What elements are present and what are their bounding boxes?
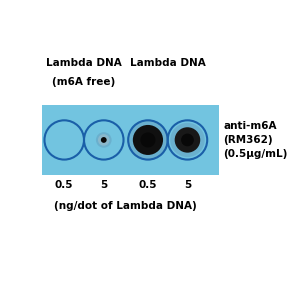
Text: 5: 5 — [100, 180, 107, 190]
Circle shape — [96, 132, 112, 148]
Text: Lambda DNA: Lambda DNA — [46, 58, 122, 68]
Bar — [42, 105, 219, 175]
Circle shape — [128, 120, 168, 160]
Text: anti-m6A
(RM362)
(0.5μg/mL): anti-m6A (RM362) (0.5μg/mL) — [224, 121, 288, 159]
Text: (m6A free): (m6A free) — [52, 77, 116, 87]
Circle shape — [170, 123, 205, 157]
Circle shape — [128, 120, 168, 160]
Text: Lambda DNA: Lambda DNA — [130, 58, 206, 68]
Circle shape — [175, 127, 200, 153]
Circle shape — [168, 120, 207, 160]
Text: 0.5: 0.5 — [55, 180, 74, 190]
Circle shape — [181, 134, 194, 146]
Circle shape — [44, 120, 84, 160]
Circle shape — [98, 134, 109, 146]
Circle shape — [101, 137, 107, 143]
Text: (ng/dot of Lambda DNA): (ng/dot of Lambda DNA) — [55, 201, 197, 211]
Circle shape — [140, 132, 155, 148]
Text: 0.5: 0.5 — [139, 180, 157, 190]
Circle shape — [133, 125, 163, 155]
Circle shape — [84, 120, 124, 160]
Text: 5: 5 — [184, 180, 191, 190]
